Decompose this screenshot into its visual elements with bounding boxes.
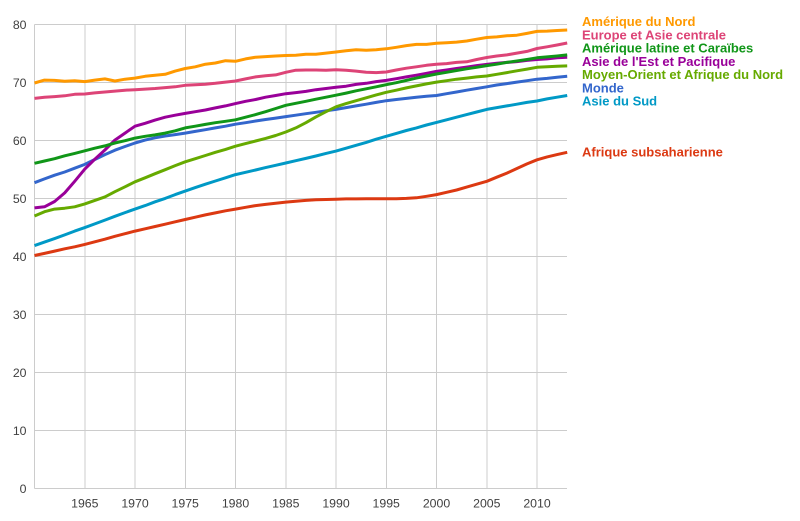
svg-text:50: 50 (13, 192, 27, 206)
svg-text:Afrique subsaharienne: Afrique subsaharienne (582, 145, 723, 160)
svg-text:Amérique du Nord: Amérique du Nord (582, 14, 695, 29)
svg-text:30: 30 (13, 308, 27, 322)
svg-text:1975: 1975 (172, 497, 200, 511)
svg-text:Asie de l'Est et Pacifique: Asie de l'Est et Pacifique (582, 54, 735, 69)
svg-text:Moyen-Orient et Afrique du Nor: Moyen-Orient et Afrique du Nord (582, 67, 783, 82)
svg-text:2010: 2010 (523, 497, 551, 511)
svg-text:60: 60 (13, 134, 27, 148)
svg-text:0: 0 (20, 482, 27, 496)
svg-text:Europe et Asie centrale: Europe et Asie centrale (582, 27, 726, 42)
svg-text:2005: 2005 (473, 497, 501, 511)
svg-text:1995: 1995 (373, 497, 401, 511)
svg-text:Amérique latine et Caraïbes: Amérique latine et Caraïbes (582, 41, 753, 56)
svg-text:1970: 1970 (121, 497, 149, 511)
svg-text:10: 10 (13, 424, 27, 438)
svg-text:Monde: Monde (582, 80, 624, 95)
svg-text:1965: 1965 (71, 497, 99, 511)
svg-text:1990: 1990 (322, 497, 350, 511)
svg-text:20: 20 (13, 366, 27, 380)
svg-text:1985: 1985 (272, 497, 300, 511)
svg-text:70: 70 (13, 76, 27, 90)
svg-text:80: 80 (13, 18, 27, 32)
svg-text:1980: 1980 (222, 497, 250, 511)
svg-text:40: 40 (13, 250, 27, 264)
svg-text:Asie du Sud: Asie du Sud (582, 94, 657, 109)
svg-text:2000: 2000 (423, 497, 451, 511)
